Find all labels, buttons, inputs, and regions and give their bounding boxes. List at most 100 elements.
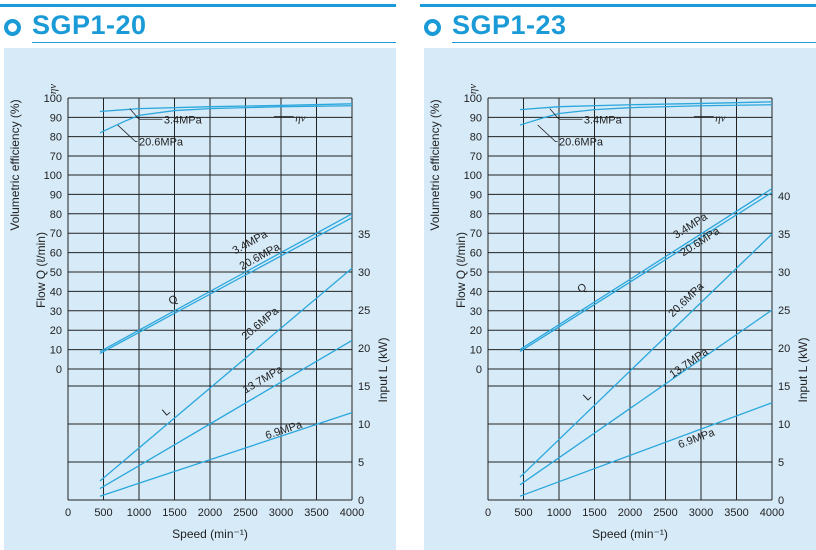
tick-label-flow: 40	[50, 286, 62, 298]
tick-label-power: 40	[778, 191, 790, 203]
tick-label-efficiency: 80	[470, 132, 482, 144]
label-power-13-7mpa: 13.7MPa	[241, 363, 286, 396]
tick-label-power: 35	[778, 229, 790, 241]
tick-label-power: 25	[778, 305, 790, 317]
tick-label-flow: 60	[470, 248, 482, 260]
tick-label-flow: 10	[50, 345, 62, 357]
tick-label-power: 20	[358, 343, 370, 355]
tick-label-efficiency: 90	[50, 112, 62, 124]
efficiency-curve-3.4MPa	[99, 103, 353, 113]
efficiency-symbol: ηv	[47, 84, 59, 94]
title-underline	[452, 42, 816, 43]
tick-label-flow: 80	[50, 209, 62, 221]
tick-label-flow: 10	[470, 345, 482, 357]
plot-background	[424, 48, 816, 550]
label-eta-v: ηv	[295, 112, 305, 124]
tick-label-flow: 60	[50, 248, 62, 260]
tick-label-speed: 4000	[760, 507, 784, 519]
y-axis-title-efficiency: Volumetric efficiency (%)	[8, 99, 22, 230]
header-rule	[420, 4, 816, 7]
tick-label-efficiency: 70	[470, 151, 482, 163]
tick-label-speed: 4000	[340, 507, 364, 519]
chart-panel-sgp1-20: SGP1-20 70 80 90 100 0 10 20 30 40 50 60 70 80 90 100 0…	[0, 0, 396, 550]
tick-label-flow: 80	[470, 209, 482, 221]
tick-label-speed: 0	[485, 507, 491, 519]
title-underline	[32, 42, 396, 43]
panel-header: SGP1-20	[0, 8, 396, 44]
performance-chart: 7080901000102030405060708090100051015202…	[428, 84, 810, 541]
chart-panel-sgp1-23: SGP1-23 70 80 90 100 0 10 20 30 40 50 60 70 80 90 100 0…	[420, 0, 816, 550]
leader-line	[129, 108, 163, 120]
panel-header: SGP1-23	[420, 8, 816, 44]
tick-label-efficiency: 100	[464, 93, 482, 105]
x-axis-title: Speed (min⁻¹)	[172, 527, 248, 541]
tick-label-speed: 1000	[127, 507, 151, 519]
label-eff-3-4mpa: 3.4MPa	[584, 114, 623, 126]
tick-label-flow: 70	[50, 228, 62, 240]
label-eff-3-4mpa: 3.4MPa	[164, 114, 203, 126]
label-power-6-9mpa: 6.9MPa	[264, 418, 305, 442]
tick-label-flow: 90	[470, 189, 482, 201]
power-curve-6.9MPa	[99, 411, 353, 497]
x-axis-title: Speed (min⁻¹)	[592, 527, 668, 541]
tick-label-flow: 40	[470, 286, 482, 298]
tick-label-flow: 30	[50, 306, 62, 318]
tick-label-power: 5	[778, 457, 784, 469]
grid	[523, 98, 773, 500]
y-axis-title-power: Input L (kW)	[796, 338, 810, 403]
tick-label-flow: 0	[476, 364, 482, 376]
efficiency-curve-20.6MPa	[519, 104, 773, 126]
tick-label-speed: 2000	[198, 507, 222, 519]
tick-label-speed: 3500	[304, 507, 328, 519]
tick-label-power: 0	[358, 495, 364, 507]
tick-label-flow: 70	[470, 228, 482, 240]
tick-label-power: 15	[778, 381, 790, 393]
label-l: L	[160, 406, 172, 419]
tick-label-flow: 100	[44, 170, 62, 182]
header-rule	[0, 4, 396, 7]
tick-label-speed: 1500	[162, 507, 186, 519]
label-q: Q	[575, 281, 589, 296]
power-curve-20.6MPa	[99, 267, 353, 482]
tick-label-power: 30	[358, 267, 370, 279]
tick-label-power: 25	[358, 305, 370, 317]
panel-title: SGP1-20	[32, 10, 147, 40]
tick-label-speed: 500	[514, 507, 532, 519]
power-curve-6.9MPa	[519, 402, 773, 497]
tick-label-speed: 0	[65, 507, 71, 519]
label-l: L	[581, 390, 594, 403]
tick-label-flow: 0	[56, 364, 62, 376]
tick-label-efficiency: 100	[44, 93, 62, 105]
flow-curve-3.4MPa	[519, 188, 773, 351]
power-curve-20.6MPa	[519, 233, 773, 478]
tick-label-power: 15	[358, 381, 370, 393]
label-eta-v: ηv	[715, 112, 725, 124]
label-eff-20-6mpa: 20.6MPa	[559, 137, 604, 149]
label-power-13-7mpa: 13.7MPa	[667, 345, 711, 380]
tick-label-flow: 20	[50, 325, 62, 337]
tick-label-speed: 1500	[582, 507, 606, 519]
y-axis-title-efficiency: Volumetric efficiency (%)	[428, 99, 442, 230]
tick-label-power: 5	[358, 457, 364, 469]
tick-label-flow: 50	[50, 267, 62, 279]
tick-label-power: 30	[778, 267, 790, 279]
label-power-20-6mpa: 20.6MPa	[240, 305, 282, 343]
y-axis-title-flow: Flow Q (ℓ/min)	[454, 232, 468, 308]
y-axis-title-flow: Flow Q (ℓ/min)	[34, 232, 48, 308]
tick-label-power: 10	[778, 419, 790, 431]
tick-label-speed: 3500	[724, 507, 748, 519]
circle-bullet-icon	[4, 19, 21, 36]
tick-label-power: 35	[358, 229, 370, 241]
y-axis-title-power: Input L (kW)	[376, 338, 390, 403]
tick-label-flow: 100	[464, 170, 482, 182]
tick-label-efficiency: 90	[470, 112, 482, 124]
circle-bullet-icon	[424, 19, 441, 36]
flow-curve-20.6MPa	[519, 191, 773, 353]
leader-line	[549, 108, 583, 120]
panel-title: SGP1-23	[452, 10, 567, 40]
flow-curve-20.6MPa	[99, 217, 353, 355]
efficiency-curve-3.4MPa	[519, 101, 773, 111]
tick-label-power: 10	[358, 419, 370, 431]
leader-line	[537, 124, 558, 142]
tick-label-flow: 30	[470, 306, 482, 318]
